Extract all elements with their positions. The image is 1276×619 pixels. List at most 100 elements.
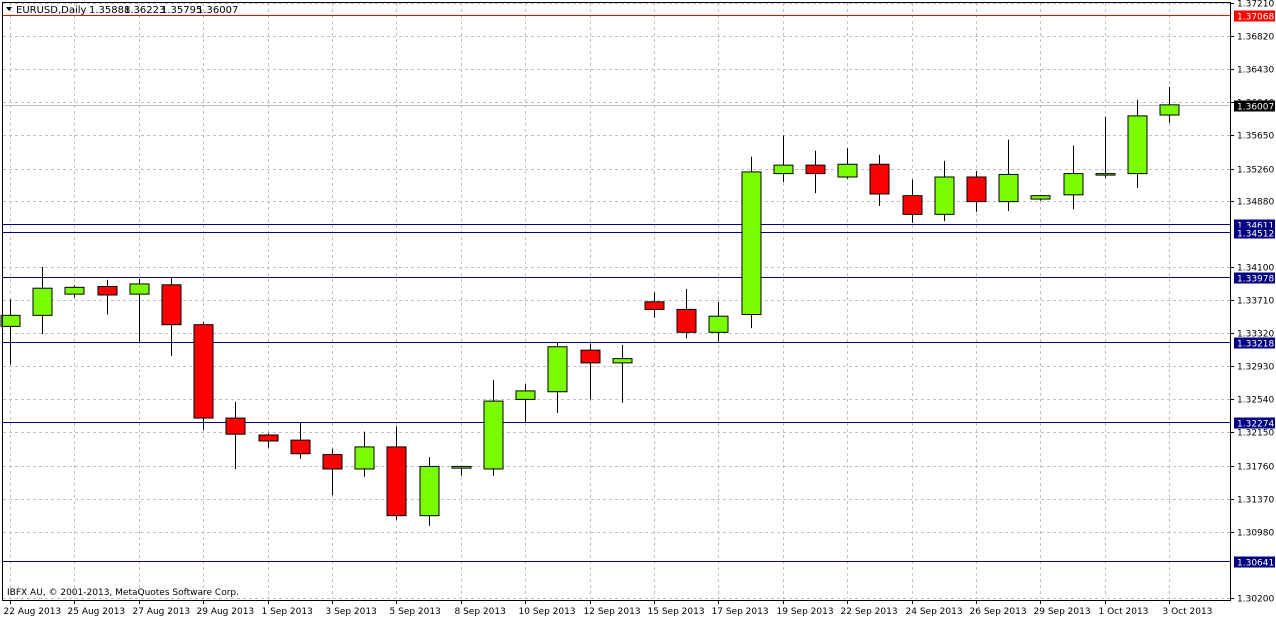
y-tick-label: 1.34880 [1237,198,1274,208]
x-tick-label: 22 Aug 2013 [4,607,62,617]
x-tick-label: 1 Sep 2013 [262,607,313,617]
candle-body [129,283,150,295]
x-tick-label: 25 Aug 2013 [68,607,126,617]
candle-body [258,434,279,442]
price-tag [1234,417,1275,429]
y-tick-label: 1.35260 [1237,166,1274,176]
candle [1030,194,1051,201]
y-tick-label: 1.30200 [1237,595,1274,605]
price-tag [1234,219,1275,231]
y-tick-label: 1.34100 [1237,264,1274,274]
price-tag-label: 1.30641 [1237,559,1274,569]
price-tag [1234,337,1275,349]
y-tick-label: 1.32150 [1237,429,1274,439]
candle-body [419,465,440,517]
y-tick-label: 1.33320 [1237,330,1274,340]
open-value: 1.35888 [89,5,130,16]
candle [708,301,729,342]
candle-body [451,465,472,469]
price-tag-label: 1.33978 [1237,275,1274,285]
candle [515,384,536,423]
candle-body [966,176,987,203]
candle-body [193,324,214,419]
price-tag [1234,556,1275,568]
candle-body [805,164,826,175]
price-tag-label: 1.37068 [1237,13,1274,23]
x-tick-label: 15 Sep 2013 [648,607,705,617]
price-tag [1234,227,1275,239]
candle-body [32,287,53,316]
candle [644,292,665,318]
candles [0,87,1180,526]
x-tick-label: 24 Sep 2013 [906,607,963,617]
dropdown-triangle-icon[interactable] [6,7,12,11]
y-tick-label: 1.36430 [1237,66,1274,76]
close-value: 1.36007 [197,5,238,16]
candle-body [515,390,536,400]
candle-body [483,400,504,470]
y-tick-label: 1.37210 [1237,0,1274,10]
candle [354,431,375,477]
price-tag-label: 1.34611 [1237,222,1274,232]
candle [483,379,504,476]
candle-body [612,358,633,364]
low-value: 1.35795 [161,5,202,16]
candle [386,426,407,520]
y-tick-label: 1.36820 [1237,33,1274,43]
candle-body [869,163,890,195]
current-price-tag [1234,100,1275,112]
candle-body [97,285,118,296]
candle-body [1159,104,1180,116]
candle-body [902,195,923,215]
x-tick-label: 17 Sep 2013 [712,607,769,617]
candle-body [644,301,665,310]
horizontal-lines [3,15,1230,562]
candle [1159,87,1180,123]
x-tick-label: 5 Sep 2013 [390,607,441,617]
candle [1095,116,1116,178]
candle [290,422,311,459]
candle [322,448,343,496]
candle-body [934,176,955,215]
candle-body [354,446,375,470]
x-tick-label: 19 Sep 2013 [777,607,834,617]
x-tick-label: 1 Oct 2013 [1099,607,1149,617]
candle-body [773,164,794,175]
high-value: 1.36223 [124,5,165,16]
candle [97,279,118,315]
candle-body [1063,173,1084,196]
candle-body [161,284,182,326]
candle-body [1127,115,1148,175]
candle-body [225,417,246,435]
y-tick-label: 1.33710 [1237,297,1274,307]
y-tick-label: 1.32930 [1237,363,1274,373]
candle [129,278,150,344]
candle-body [290,439,311,455]
price-tag-label: 1.32274 [1237,420,1274,430]
copyright-label: IBFX AU, © 2001-2013, MetaQuotes Softwar… [7,588,239,598]
x-tick-label: 22 Sep 2013 [841,607,898,617]
x-tick-label: 3 Oct 2013 [1163,607,1213,617]
candle-body [386,446,407,517]
candle [580,343,601,400]
candle [805,150,826,194]
candle [676,289,697,339]
candle [547,342,568,413]
x-tick-label: 3 Sep 2013 [326,607,377,617]
time-axis: 22 Aug 2013 25 Aug 2013 27 Aug 2013 29 Aug … [4,600,1213,617]
x-tick-label: 26 Sep 2013 [970,607,1027,617]
candle [451,465,472,476]
x-tick-label: 8 Sep 2013 [455,607,506,617]
candle [837,148,858,179]
y-tick-label: 1.35650 [1237,132,1274,142]
candle-body [547,346,568,393]
current-price-label: 1.36007 [1237,103,1274,113]
symbol-label: EURUSD,Daily [16,5,87,16]
candle-body [64,286,85,295]
candle-body [998,173,1019,203]
candle [258,433,279,448]
price-tag-label: 1.34512 [1237,230,1274,240]
